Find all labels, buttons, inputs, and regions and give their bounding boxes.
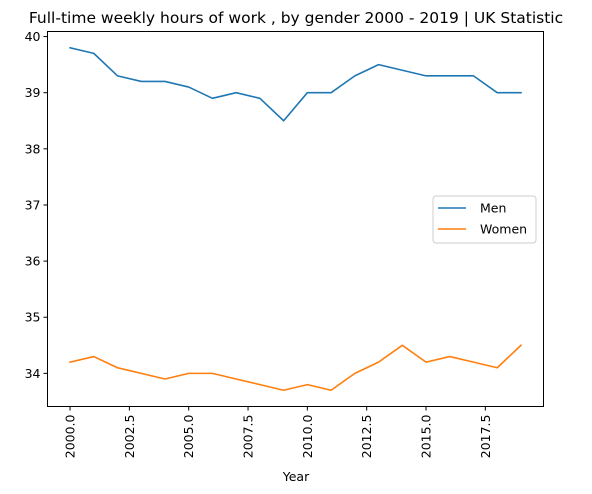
series-line-men [69,46,522,122]
y-tick-label: 34 [25,366,41,381]
x-tick-label: 2000.0 [63,414,78,458]
plot-frame [47,31,544,407]
legend-label-men: Men [480,201,506,216]
y-tick-label: 40 [25,29,41,44]
y-tick-label: 36 [25,254,41,269]
y-tick-label: 39 [25,85,41,100]
y-tick-label: 38 [25,141,41,156]
series-line-women [69,344,523,392]
legend-label-women: Women [480,222,527,237]
x-tick-label: 2010.0 [300,414,315,458]
y-tick-label: 37 [25,197,41,212]
x-tick-label: 2015.0 [419,414,434,458]
y-tick-label: 35 [25,310,41,325]
legend: Men Women [432,195,537,244]
x-axis-label: Year [282,469,310,484]
x-tick-label: 2005.0 [181,414,196,458]
x-tick-label: 2002.5 [122,415,137,459]
series-layer [69,46,523,392]
x-tick-label: 2012.5 [359,415,374,459]
chart-title: Full-time weekly hours of work , by gend… [29,9,563,27]
x-tick-label: 2017.5 [478,415,493,459]
x-axis: 2000.0 2002.5 2005.0 2007.5 2010.0 2012.5 2015… [63,406,493,459]
x-tick-label: 2007.5 [241,415,256,459]
y-axis: 34 35 36 37 38 39 40 [25,29,48,381]
